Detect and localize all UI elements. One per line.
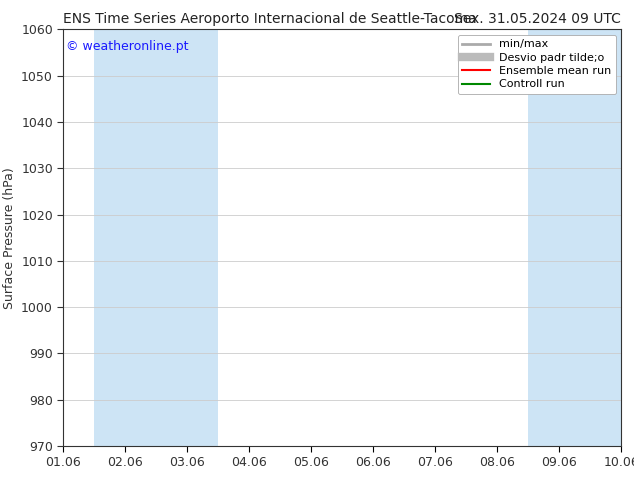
Y-axis label: Surface Pressure (hPa): Surface Pressure (hPa) (3, 167, 16, 309)
Bar (94, 29, 218, 446)
Text: © weatheronline.pt: © weatheronline.pt (66, 40, 189, 53)
Text: ENS Time Series Aeroporto Internacional de Seattle-Tacoma: ENS Time Series Aeroporto Internacional … (63, 12, 477, 26)
Legend: min/max, Desvio padr tilde;o, Ensemble mean run, Controll run: min/max, Desvio padr tilde;o, Ensemble m… (458, 35, 616, 94)
Text: Sex. 31.05.2024 09 UTC: Sex. 31.05.2024 09 UTC (455, 12, 621, 26)
Bar (621, 29, 634, 446)
Bar (528, 29, 621, 446)
